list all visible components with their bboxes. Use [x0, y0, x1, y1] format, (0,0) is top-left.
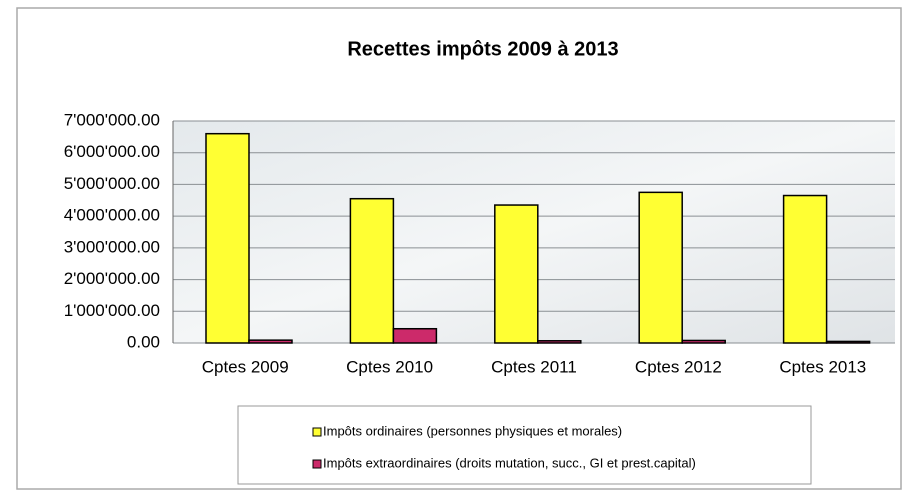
legend	[237, 405, 812, 485]
y-tick-label: 0.00	[127, 332, 160, 351]
bar	[782, 194, 828, 344]
bar	[494, 204, 539, 344]
bar	[392, 327, 438, 344]
legend-swatch	[312, 459, 322, 469]
x-tick-label: Cptes 2012	[635, 357, 722, 376]
bar	[825, 340, 871, 344]
bar	[638, 191, 683, 344]
x-tick-label: Cptes 2010	[346, 357, 433, 376]
y-tick-label: 5'000'000.00	[64, 174, 160, 193]
bar	[349, 197, 395, 344]
y-tick-label: 3'000'000.00	[64, 237, 160, 256]
x-tick-label: Cptes 2013	[779, 357, 866, 376]
legend-label: Impôts extraordinaires (droits mutation,…	[323, 455, 696, 470]
bar	[537, 340, 582, 344]
chart-title: Recettes impôts 2009 à 2013	[347, 38, 618, 60]
y-tick-label: 7'000'000.00	[64, 110, 160, 129]
y-tick-label: 2'000'000.00	[64, 269, 160, 288]
bar	[681, 339, 726, 344]
legend-label: Impôts ordinaires (personnes physiques e…	[323, 423, 622, 438]
y-tick-label: 6'000'000.00	[64, 142, 160, 161]
y-tick-label: 4'000'000.00	[64, 206, 160, 225]
y-tick-label: 1'000'000.00	[64, 301, 160, 320]
x-tick-label: Cptes 2009	[202, 357, 289, 376]
x-tick-label: Cptes 2011	[491, 357, 577, 376]
bar	[248, 339, 293, 344]
bar	[205, 132, 250, 344]
legend-swatch	[312, 427, 322, 437]
